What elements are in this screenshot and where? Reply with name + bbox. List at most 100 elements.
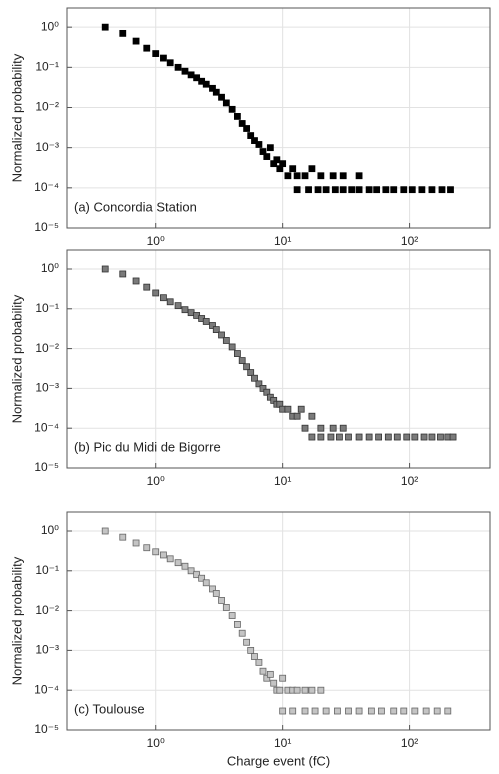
x-tick-label: 10¹ — [274, 474, 291, 488]
data-point — [101, 265, 109, 273]
data-point — [418, 186, 426, 194]
data-point — [193, 571, 201, 579]
data-point — [378, 707, 385, 715]
data-point — [228, 343, 236, 351]
y-tick-label: 10⁻² — [35, 100, 59, 114]
y-tick-label: 10⁻⁵ — [34, 460, 59, 474]
data-point — [243, 363, 251, 371]
data-point — [279, 674, 287, 682]
data-point — [301, 424, 309, 432]
data-point — [187, 71, 195, 79]
data-point — [101, 527, 109, 535]
data-point — [119, 533, 127, 541]
y-tick-label: 10⁻¹ — [35, 60, 59, 74]
data-point — [355, 186, 363, 194]
data-point — [317, 172, 325, 180]
data-point — [301, 172, 309, 180]
data-point — [339, 172, 347, 180]
data-point — [329, 172, 337, 180]
data-point — [255, 380, 263, 388]
data-point — [355, 433, 363, 441]
data-point — [339, 424, 347, 432]
plot-frame — [66, 511, 491, 731]
data-point — [132, 277, 140, 285]
data-point — [263, 674, 271, 682]
data-point — [193, 74, 201, 82]
y-tick-label: 10⁰ — [41, 261, 59, 275]
data-point — [132, 539, 140, 547]
data-point — [255, 141, 263, 148]
data-point — [355, 172, 363, 180]
data-point — [247, 369, 255, 376]
data-point — [181, 562, 189, 570]
data-point — [233, 113, 241, 120]
data-point — [209, 585, 216, 593]
data-point — [301, 686, 309, 694]
data-point — [247, 132, 255, 139]
data-point — [218, 93, 225, 101]
data-point — [243, 125, 251, 132]
data-point — [259, 384, 267, 392]
plot-frame — [66, 249, 491, 469]
data-point — [152, 548, 160, 556]
data-point — [243, 638, 251, 646]
data-point — [289, 707, 297, 715]
x-tick-label: 10⁰ — [147, 736, 165, 750]
data-point — [202, 318, 210, 325]
data-point — [317, 433, 325, 441]
data-point — [251, 137, 258, 144]
plot-frame — [66, 7, 491, 229]
data-point — [384, 433, 392, 441]
data-point — [308, 165, 316, 173]
data-point — [166, 59, 174, 67]
data-point — [119, 270, 127, 278]
data-point — [447, 186, 454, 194]
x-axis-label: Charge event (fC) — [227, 753, 330, 768]
data-point — [428, 186, 436, 194]
y-tick-label: 10⁰ — [41, 523, 59, 537]
data-point — [218, 331, 225, 339]
data-point — [266, 670, 274, 678]
y-tick-label: 10⁻³ — [35, 381, 59, 395]
data-point — [390, 707, 398, 715]
data-point — [382, 186, 390, 194]
data-point — [331, 186, 339, 194]
x-tick-label: 10² — [401, 234, 418, 248]
data-point — [174, 302, 182, 310]
data-point — [284, 405, 292, 413]
data-point — [160, 551, 167, 559]
data-point — [255, 658, 263, 666]
data-point — [308, 686, 316, 694]
data-point — [222, 604, 230, 611]
data-point — [375, 433, 383, 441]
data-point — [411, 433, 419, 441]
annotation: (b) Pic du Midi de Bigorre — [74, 439, 221, 454]
data-point — [293, 172, 301, 180]
y-tick-label: 10⁻⁵ — [34, 722, 59, 736]
y-tick-label: 10⁻¹ — [35, 301, 59, 315]
data-point — [279, 707, 287, 715]
data-point — [174, 559, 182, 567]
data-point — [202, 579, 210, 587]
data-point — [437, 433, 444, 441]
y-axis-label: Normalized probability — [9, 556, 24, 685]
data-point — [247, 646, 255, 654]
data-point — [222, 99, 230, 107]
data-point — [198, 574, 206, 582]
data-point — [160, 294, 167, 302]
data-point — [276, 686, 284, 694]
data-point — [266, 144, 274, 152]
x-tick-label: 10¹ — [274, 234, 291, 248]
data-point — [367, 707, 375, 715]
data-point — [251, 653, 258, 660]
data-point — [222, 337, 230, 344]
data-point — [259, 148, 267, 155]
data-point — [297, 405, 305, 413]
y-tick-label: 10⁻⁴ — [34, 180, 59, 194]
data-point — [438, 186, 446, 194]
data-point — [238, 120, 246, 127]
data-point — [329, 424, 337, 432]
data-point — [143, 44, 151, 52]
data-point — [293, 186, 301, 194]
data-point — [166, 298, 174, 306]
